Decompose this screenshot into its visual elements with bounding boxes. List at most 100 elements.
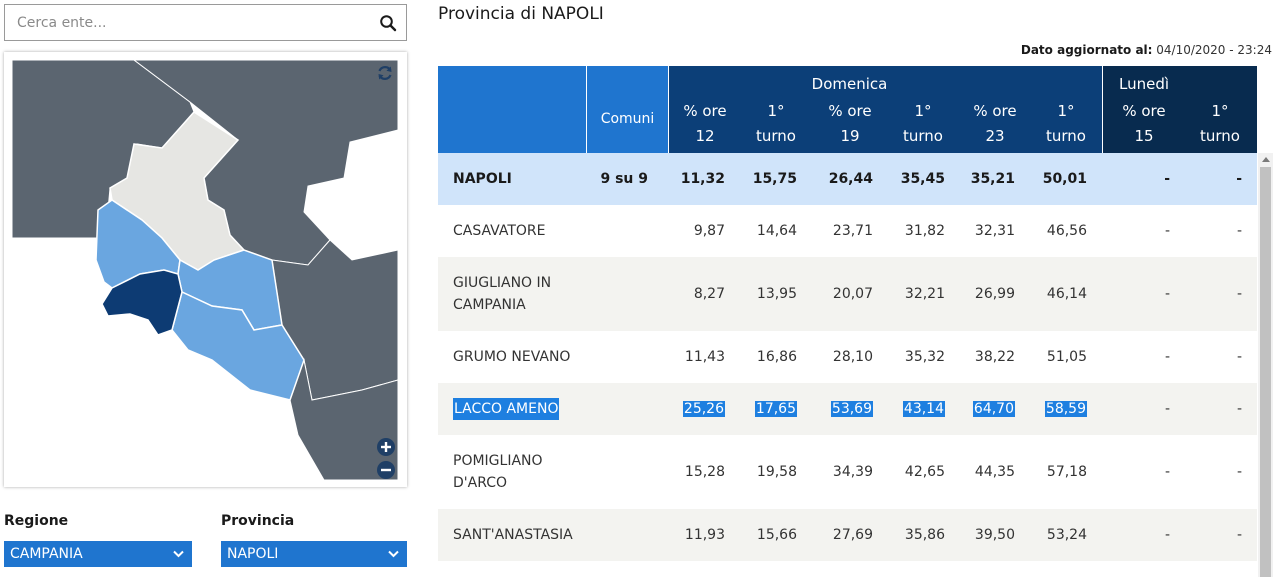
row-value-text: 32,31 [974,223,1015,239]
map-area-napoli-south [171,290,305,401]
row-value: 57,18 [1017,435,1087,509]
zoom-in-icon[interactable] [376,437,396,457]
row-value: - [1100,383,1170,435]
sub-header-line2: turno [756,127,796,145]
table-row[interactable]: POMIGLIANO D'ARCO 15,28 19,58 34,39 42,65 44,… [438,435,1257,509]
row-value: 38,22 [945,331,1015,383]
row-value: 64,70 [945,383,1015,435]
row-value-text: - [1164,527,1170,543]
row-value-text: - [1236,401,1242,417]
scrollbar[interactable] [1258,153,1273,577]
updated-value: 04/10/2020 - 23:24 [1156,43,1272,57]
row-value-text: 35,21 [970,171,1015,187]
row-value: 25,26 [655,383,725,435]
row-value-text: 46,14 [1046,286,1087,302]
row-value: 53,69 [803,383,873,435]
row-value-text: 31,82 [904,223,945,239]
summary-row[interactable]: NAPOLI 9 su 9 11,32 15,75 26,44 35,45 35,21 50,… [438,153,1257,205]
row-value: 46,56 [1017,205,1087,257]
row-value: 46,14 [1017,257,1087,331]
row-value: 58,59 [1017,383,1087,435]
sub-header-line1: 1° [767,102,785,120]
table-row[interactable]: GIUGLIANO IN CAMPANIA 8,27 13,95 20,07 32,21… [438,257,1257,331]
row-comuni [588,435,648,509]
row-value: 28,10 [803,331,873,383]
sub-header-line1: 1° [1057,102,1075,120]
map-area-west-coast [12,238,112,300]
map-area-napoli-selected [101,269,183,336]
sub-header-line1: % ore [973,102,1017,120]
row-name-text: NAPOLI [453,171,512,187]
row-value-text: 26,44 [828,171,873,187]
row-value: 44,35 [945,435,1015,509]
row-value-text: - [1236,286,1242,302]
map-panel [4,52,407,487]
sub-header-line1: 1° [914,102,932,120]
row-name-text: GRUMO NEVANO [453,349,571,365]
row-value-text: 9,87 [693,223,725,239]
row-value-text: 58,59 [1044,401,1087,417]
sub-header: % ore 19 [810,99,890,149]
zoom-out-icon[interactable] [376,460,396,480]
row-value: - [1172,331,1242,383]
header-comuni: Comuni [600,111,655,127]
row-value: 31,82 [875,205,945,257]
row-value-text: 34,39 [832,464,873,480]
sub-header-line2: 23 [985,127,1005,145]
row-value-text: 15,28 [684,464,725,480]
row-value: 35,21 [945,153,1015,205]
updated-info: Dato aggiornato al: 04/10/2020 - 23:24 [1021,43,1272,57]
row-value: 17,65 [727,383,797,435]
row-value-text: 11,43 [684,349,725,365]
header-domenica: Domenica [811,75,888,93]
row-value-text: 26,99 [974,286,1015,302]
row-value: 39,50 [945,509,1015,561]
row-value: - [1100,331,1170,383]
scroll-thumb[interactable] [1260,167,1271,577]
region-select[interactable]: CAMPANIA [4,541,192,567]
row-value: 26,44 [803,153,873,205]
scroll-up-arrow[interactable] [1262,157,1270,162]
row-comuni [588,257,648,331]
table-row[interactable]: LACCO AMENO 25,26 17,65 53,69 43,14 64,70 58,5… [438,383,1257,435]
sub-header: % ore 15 [1104,99,1184,149]
sub-header-line2: turno [1200,127,1240,145]
province-label: Provincia [221,513,295,529]
row-value: 16,86 [727,331,797,383]
sub-header-line2: 19 [840,127,860,145]
province-map[interactable] [12,60,398,480]
region-label: Regione [4,513,69,529]
row-value-text: 23,71 [832,223,873,239]
row-value: 9,87 [655,205,725,257]
row-value: 13,95 [727,257,797,331]
row-name: NAPOLI [453,153,583,205]
row-value-text: 19,58 [756,464,797,480]
row-value-text: 25,26 [682,401,725,417]
row-value: 34,39 [803,435,873,509]
row-comuni [588,383,648,435]
table-row[interactable]: CASAVATORE 9,87 14,64 23,71 31,82 32,31 46,56 -… [438,205,1257,257]
row-value: 19,58 [727,435,797,509]
province-select-value: NAPOLI [227,546,279,562]
sub-header-line2: turno [1046,127,1086,145]
chevron-down-icon [173,550,184,558]
search-input[interactable] [5,5,365,40]
sub-header-line1: % ore [828,102,872,120]
table-row[interactable]: GRUMO NEVANO 11,43 16,86 28,10 35,32 38,22 51,… [438,331,1257,383]
header-lunedi-group [1103,66,1257,153]
row-value: 35,32 [875,331,945,383]
row-value-text: 28,10 [832,349,873,365]
row-value-text: 64,70 [972,401,1015,417]
row-value-text: - [1236,464,1242,480]
row-value-text: 53,69 [830,401,873,417]
province-select[interactable]: NAPOLI [221,541,407,567]
row-name: CASAVATORE [453,205,583,257]
row-value: 26,99 [945,257,1015,331]
refresh-icon[interactable] [375,63,395,83]
row-value: 27,69 [803,509,873,561]
row-value: 11,93 [655,509,725,561]
header-lunedi: Lunedì [1118,75,1170,93]
table-row[interactable]: SANT'ANASTASIA 11,93 15,66 27,69 35,86 39,50 5… [438,509,1257,561]
sub-header: % ore 23 [955,99,1035,149]
search-icon[interactable] [379,14,397,32]
